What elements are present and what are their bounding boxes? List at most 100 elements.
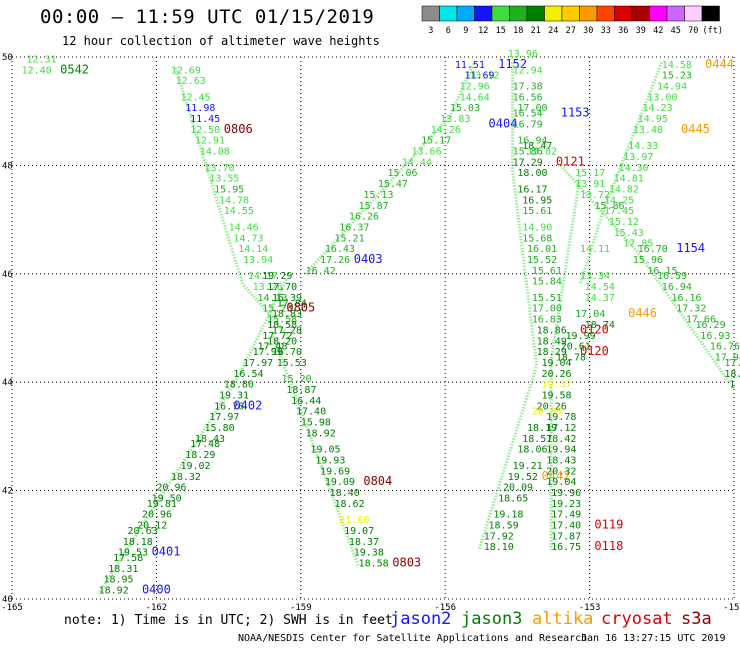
wave-height-label: 16.01 — [527, 244, 557, 255]
wave-height-label: 12.96 — [460, 82, 490, 93]
wave-height-label: 13.26 — [253, 282, 283, 293]
legend-tick-label: 70 — [688, 26, 698, 36]
satellite-track — [304, 61, 476, 275]
wave-height-label: 15.86 — [513, 147, 543, 158]
wave-height-label: 16.83 — [532, 315, 562, 326]
wave-height-label: 13.83 — [440, 114, 470, 125]
wave-height-label: 18.31 — [108, 564, 138, 575]
wave-height-label: 18.86 — [537, 325, 567, 336]
pass-time-label: 0803 — [392, 555, 421, 569]
wave-height-label: 19.58 — [541, 390, 571, 401]
wave-height-label: 13.00 — [647, 92, 677, 103]
wave-height-label: 18.32 — [171, 472, 201, 483]
wave-height-label: 19.07 — [344, 526, 374, 537]
pass-time-label: 0120 — [580, 344, 609, 358]
wave-height-label: 17.84 — [277, 298, 307, 309]
wave-height-label: 14.13 — [257, 293, 287, 304]
wave-height-label: 16.70 — [272, 347, 302, 358]
wave-height-label: 19.38 — [354, 548, 384, 559]
wave-height-label: 16.59 — [657, 271, 687, 282]
wave-height-label: 13.48 — [633, 125, 663, 136]
wave-height-label: 17.97 — [209, 412, 239, 423]
wave-height-label: 19.81 — [147, 499, 177, 510]
wave-height-label: 20.12 — [137, 521, 167, 532]
y-tick-label: 50 — [2, 53, 13, 63]
wave-height-label: 20.26 — [541, 369, 571, 380]
wave-height-label: 18.74 — [585, 320, 615, 331]
wave-height-label: 13.72 — [580, 190, 610, 201]
wave-height-label: 17.70 — [267, 282, 297, 293]
x-tick-label: -165 — [1, 603, 23, 613]
legend-tick-label: 24 — [548, 26, 558, 36]
pass-time-label: 0400 — [142, 583, 171, 597]
legend-tick-label: 36 — [618, 26, 628, 36]
pass-time-label: 0402 — [233, 398, 262, 412]
wave-height-label: 13.70 — [205, 163, 235, 174]
satellite-track — [477, 62, 539, 551]
wave-height-label: 14.23 — [643, 103, 673, 114]
wave-height-label: 18.20 — [267, 336, 297, 347]
pass-time-label: 0442 — [541, 469, 570, 483]
wave-height-label: 14.82 — [609, 185, 639, 196]
y-tick-label: 42 — [2, 487, 13, 497]
plot-area: -165 -162 -159 -156 -153 -150 40 42 44 46 48 50 12.3… — [1, 49, 740, 613]
wave-height-label: 19.96 — [551, 488, 581, 499]
wave-height-label: 19.23 — [551, 499, 581, 510]
wave-height-label: 18.06 — [517, 445, 547, 456]
wave-height-label: 14.44 — [402, 157, 432, 168]
x-tick-label: -156 — [434, 603, 456, 613]
wave-height-label: 17.58 — [113, 553, 143, 564]
wave-height-label: 12.40 — [22, 65, 52, 76]
wave-height-label: 14.81 — [614, 174, 644, 185]
wave-height-label: 15.47 — [378, 179, 408, 190]
wave-height-label: 16.76 — [214, 401, 244, 412]
wave-height-label: 20.83 — [532, 407, 562, 418]
wave-height-label: 18.18 — [123, 537, 153, 548]
wave-height-label: 17.28 — [272, 325, 302, 336]
wave-height-label: 16.54 — [233, 369, 263, 380]
wave-height-label: 18.58 — [359, 558, 389, 569]
wave-height-label: 17.85 — [623, 239, 653, 250]
wave-height-label: 17.38 — [513, 82, 543, 93]
wave-height-label: 18.3 — [724, 369, 740, 380]
wave-height-label: 19.29 — [262, 271, 292, 282]
pass-time-label: 0444 — [705, 57, 734, 71]
wave-height-label: 16.70 — [638, 244, 668, 255]
wave-height-label: 16.79 — [513, 119, 543, 130]
wave-height-label: 19.53 — [118, 548, 148, 559]
wave-height-label: 16.29 — [695, 320, 725, 331]
wave-height-label: 21.60 — [339, 515, 369, 526]
wave-height-label: 20.09 — [503, 483, 533, 494]
legend-tick-label: 33 — [601, 26, 611, 36]
pass-time-label: 0119 — [594, 518, 623, 532]
pass-time-label: 1153 — [561, 106, 590, 120]
x-tick-label: -153 — [579, 603, 601, 613]
wave-height-label: 14.54 — [585, 282, 615, 293]
wave-height-label: 17.72 — [262, 331, 292, 342]
legend-tick-label: 45 — [671, 26, 681, 36]
wave-height-label: 18.87 — [286, 385, 316, 396]
wave-height-label: 18.43 — [546, 456, 576, 467]
wave-height-label: 18.92 — [99, 586, 129, 597]
wave-height-label: 13.55 — [209, 174, 239, 185]
wave-height-label: 16.15 — [647, 266, 677, 277]
wave-height-label: 15.20 — [282, 374, 312, 385]
wave-height-label: 14.26 — [431, 125, 461, 136]
wave-height-label: 15.58 — [267, 315, 297, 326]
legend-tick-label: 30 — [583, 26, 593, 36]
wave-height-label: 18.92 — [306, 428, 336, 439]
legend-tick-label: 3 — [428, 26, 433, 36]
wave-height-label: 14.37 — [585, 293, 615, 304]
satellite-track — [97, 278, 288, 595]
wave-height-label: 19.31 — [219, 390, 249, 401]
wave-height-label: 19.18 — [493, 510, 523, 521]
legend-tick-label: (ft) — [703, 26, 723, 36]
wave-height-label: 14.73 — [233, 233, 263, 244]
pass-time-label: 0118 — [594, 539, 623, 553]
wave-height-label: 16.17 — [517, 185, 547, 196]
legend-tick-label: 42 — [653, 26, 663, 36]
wave-height-label: 15.51 — [532, 293, 562, 304]
wave-height-label: 16.37 — [339, 222, 369, 233]
wave-height-label: 18.19 — [527, 423, 557, 434]
wave-height-label: 15.13 — [363, 190, 393, 201]
